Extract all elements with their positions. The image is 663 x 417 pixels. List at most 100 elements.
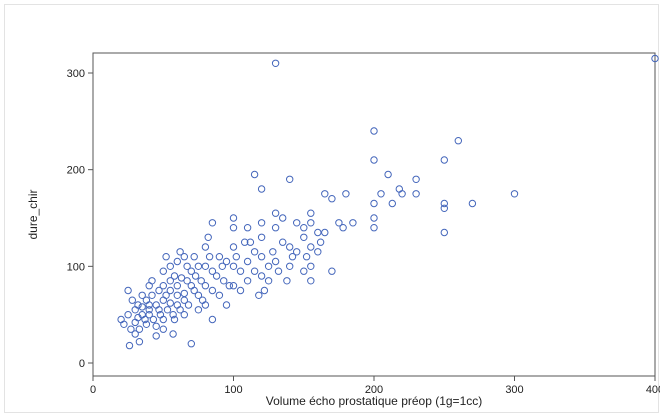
data-point — [148, 291, 156, 299]
data-point — [279, 238, 287, 246]
data-point — [201, 262, 210, 270]
data-point — [187, 267, 196, 275]
data-point — [328, 267, 336, 275]
data-point — [190, 253, 198, 261]
data-point — [166, 299, 175, 307]
y-axis-label: dure_chir — [26, 189, 40, 239]
data-point — [180, 296, 189, 304]
data-point — [131, 330, 139, 338]
data-point — [176, 306, 184, 314]
data-point — [145, 301, 153, 309]
data-point — [293, 219, 301, 227]
data-point — [208, 315, 217, 324]
data-point — [173, 257, 182, 266]
data-point — [152, 332, 160, 340]
data-point — [257, 219, 266, 227]
data-point — [384, 170, 392, 179]
data-point — [229, 214, 238, 222]
data-point — [166, 277, 175, 285]
data-point — [141, 315, 149, 324]
data-point — [257, 185, 266, 193]
data-point — [124, 286, 132, 295]
x-tick-label: 100 — [224, 384, 242, 396]
data-point — [204, 233, 212, 242]
data-point — [184, 301, 193, 309]
data-point — [159, 325, 168, 333]
data-point — [454, 137, 462, 145]
data-point — [159, 315, 168, 324]
data-point — [120, 320, 128, 328]
data-point — [286, 243, 294, 251]
x-axis-label: Volume écho prostatique préop (1g=1cc) — [266, 394, 482, 408]
data-point — [250, 248, 259, 256]
data-point — [286, 262, 294, 270]
data-point — [286, 175, 294, 184]
data-point — [510, 190, 519, 198]
x-tick-label: 300 — [505, 384, 523, 396]
data-point — [169, 311, 177, 319]
data-point — [215, 291, 224, 299]
data-point — [370, 224, 378, 232]
data-point — [220, 277, 228, 285]
data-point — [194, 306, 203, 314]
data-point — [271, 257, 280, 266]
data-point — [149, 315, 158, 324]
data-point — [135, 338, 144, 346]
data-point — [370, 156, 378, 164]
data-point — [183, 277, 191, 285]
data-point — [370, 199, 378, 208]
data-point — [440, 199, 448, 208]
data-point — [134, 301, 142, 309]
data-point — [170, 315, 179, 324]
x-tick-label: 0 — [90, 384, 96, 396]
data-point — [246, 238, 255, 246]
data-point — [152, 322, 160, 330]
x-tick-label: 200 — [365, 384, 383, 396]
data-point — [307, 219, 315, 227]
data-point — [243, 257, 252, 266]
data-point — [440, 228, 448, 237]
data-point — [257, 253, 266, 261]
scatter-chart: 0 100 200 300 400 0 100 200 300 Volume écho pro… — [26, 52, 660, 408]
data-point — [145, 311, 153, 319]
data-point — [138, 303, 146, 311]
data-point — [274, 267, 283, 275]
data-point — [257, 272, 266, 280]
data-point — [215, 253, 224, 261]
data-point — [229, 224, 238, 232]
data-point — [307, 209, 315, 217]
data-point — [328, 195, 336, 203]
data-point — [440, 204, 448, 213]
data-point — [222, 257, 231, 266]
data-point — [162, 253, 170, 261]
data-point — [180, 311, 189, 319]
data-point — [398, 190, 406, 198]
y-tick-label: 0 — [79, 358, 85, 370]
data-point — [232, 253, 241, 261]
data-point — [314, 228, 322, 237]
data-point — [388, 199, 396, 208]
x-tick-label: 400 — [646, 384, 660, 396]
data-point — [349, 219, 357, 227]
data-point — [468, 199, 477, 208]
data-point — [142, 320, 151, 328]
data-point — [208, 286, 217, 295]
data-point — [205, 253, 214, 261]
data-point — [302, 253, 311, 261]
data-point — [321, 190, 329, 198]
data-point — [300, 224, 308, 232]
data-point — [124, 311, 132, 319]
data-point — [271, 209, 280, 217]
data-point — [307, 262, 315, 270]
data-point — [127, 325, 135, 333]
data-point — [651, 54, 659, 63]
data-point — [321, 228, 329, 237]
data-point — [271, 59, 280, 67]
data-point — [293, 248, 301, 256]
data-point — [370, 127, 378, 135]
data-point — [307, 277, 315, 285]
data-point — [250, 267, 259, 275]
data-point — [201, 243, 210, 251]
data-point — [269, 248, 277, 256]
data-point — [229, 282, 238, 290]
